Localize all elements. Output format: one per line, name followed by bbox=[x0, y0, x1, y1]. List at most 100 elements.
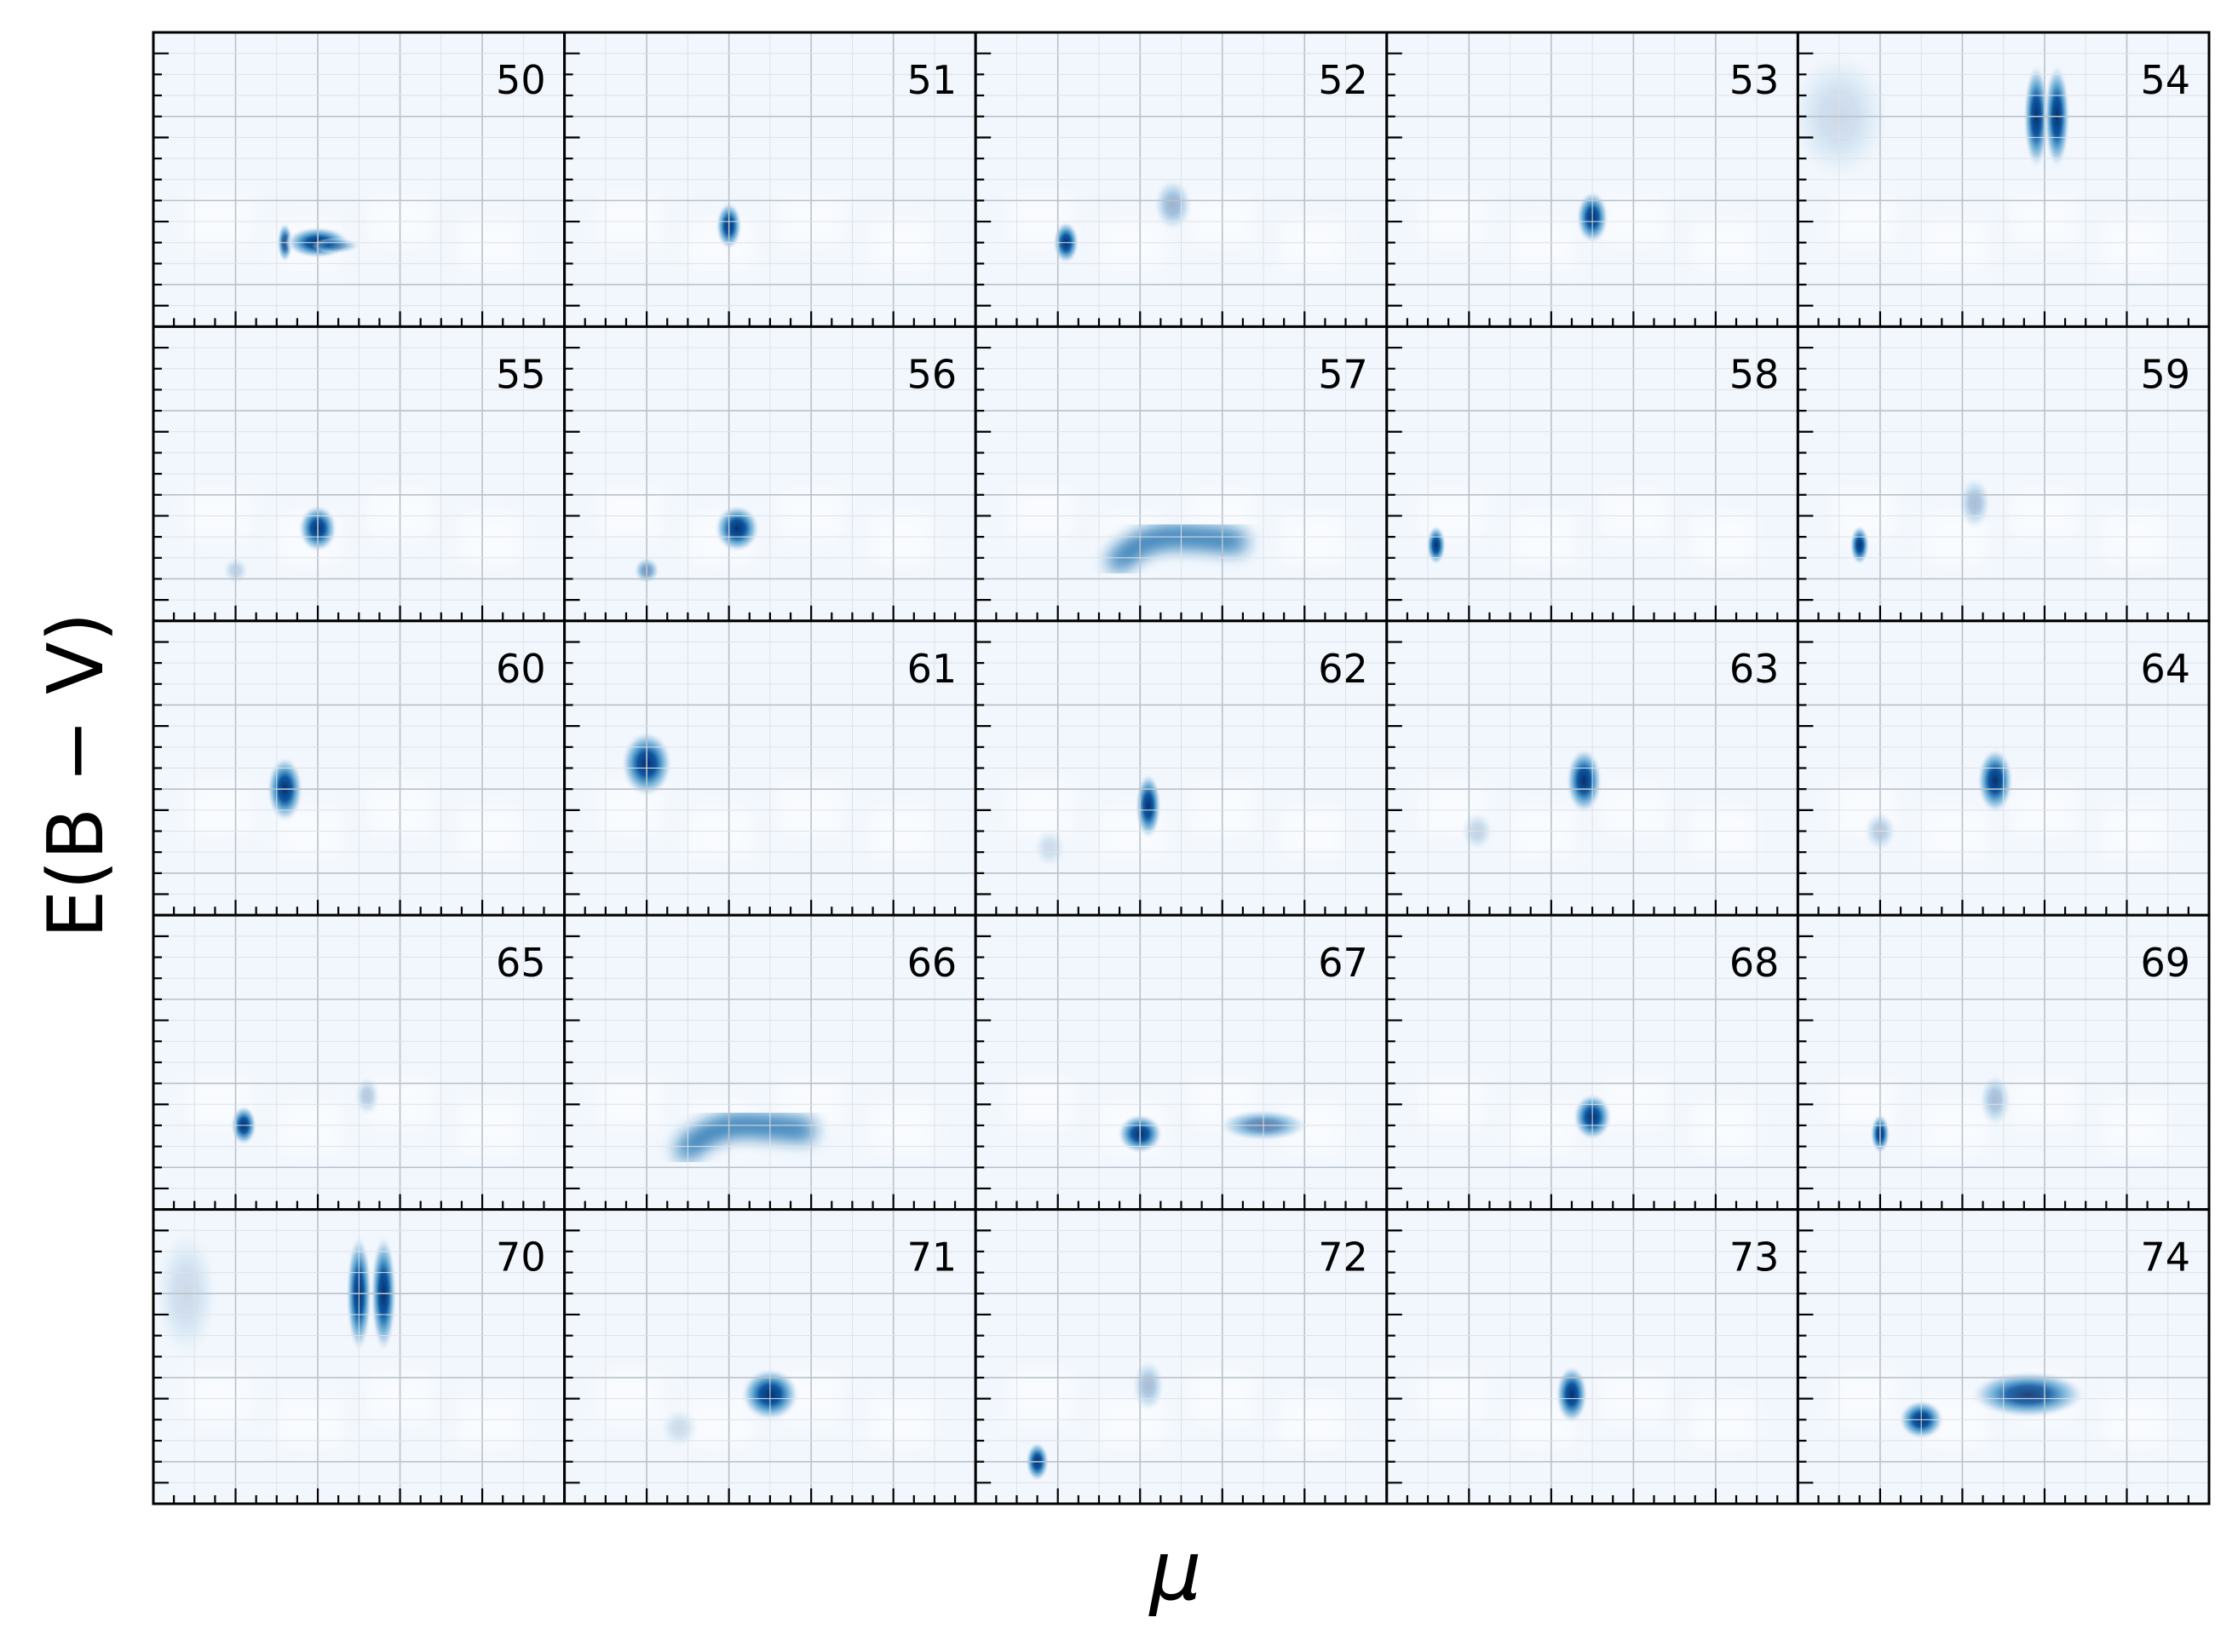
panel-number-label: 74 bbox=[2140, 1235, 2190, 1281]
panel-number-label: 61 bbox=[907, 646, 958, 692]
density-peak bbox=[1976, 746, 2014, 814]
panel-number-label: 62 bbox=[1318, 646, 1368, 692]
panel-50: 50 bbox=[152, 31, 567, 328]
density-texture bbox=[1690, 806, 1758, 860]
density-texture bbox=[2102, 512, 2168, 566]
density-texture bbox=[1831, 193, 1897, 248]
density-texture bbox=[186, 782, 252, 836]
density-texture bbox=[1419, 1077, 1486, 1131]
density-peak bbox=[714, 504, 761, 553]
density-texture bbox=[868, 1100, 935, 1154]
panel-63: 63 bbox=[1385, 619, 1799, 917]
density-peak bbox=[1153, 177, 1194, 232]
panel-number-label: 53 bbox=[1729, 57, 1780, 103]
panel-frame bbox=[1796, 1208, 2211, 1505]
density-texture bbox=[186, 193, 252, 248]
density-texture bbox=[1690, 1100, 1758, 1154]
panel-number-label: 66 bbox=[907, 940, 958, 986]
panel-61: 61 bbox=[563, 619, 977, 917]
density-peak bbox=[1565, 746, 1603, 814]
panel-number-label: 60 bbox=[496, 646, 546, 692]
density-peak bbox=[1135, 772, 1162, 840]
density-texture bbox=[1008, 1077, 1075, 1131]
panel-number-label: 56 bbox=[907, 351, 958, 397]
density-texture bbox=[597, 193, 664, 248]
panel-68: 68 bbox=[1385, 913, 1799, 1212]
panel-67: 67 bbox=[974, 913, 1389, 1212]
panel-69: 69 bbox=[1796, 913, 2211, 1212]
density-peak bbox=[1033, 827, 1067, 868]
density-texture bbox=[597, 488, 664, 542]
panel-70: 70 bbox=[152, 1208, 567, 1505]
panel-number-label: 65 bbox=[496, 940, 546, 986]
panel-62: 62 bbox=[974, 619, 1389, 917]
panel-number-label: 68 bbox=[1729, 940, 1780, 986]
density-texture bbox=[1280, 806, 1346, 860]
panel-51: 51 bbox=[563, 31, 977, 328]
density-texture bbox=[1510, 512, 1576, 566]
density-texture bbox=[1008, 1371, 1075, 1425]
density-texture bbox=[186, 1371, 252, 1425]
density-texture bbox=[1921, 217, 1988, 271]
panel-57: 57 bbox=[974, 325, 1389, 623]
panel-number-label: 64 bbox=[2140, 646, 2190, 692]
density-texture bbox=[1690, 1395, 1758, 1448]
density-texture bbox=[457, 217, 524, 271]
panel-number-label: 54 bbox=[2140, 57, 2190, 103]
x-axis-label: μ bbox=[1148, 1523, 1201, 1619]
density-texture bbox=[186, 488, 252, 542]
panel-number-label: 51 bbox=[907, 57, 958, 103]
density-texture bbox=[1280, 512, 1346, 566]
density-texture bbox=[868, 217, 935, 271]
panel-number-label: 63 bbox=[1729, 646, 1780, 692]
density-texture bbox=[1419, 1371, 1486, 1425]
density-peak bbox=[354, 1075, 381, 1117]
density-texture bbox=[597, 1077, 664, 1131]
density-texture bbox=[1831, 1371, 1897, 1425]
panel-number-label: 70 bbox=[496, 1235, 546, 1281]
density-peak bbox=[1969, 1370, 2088, 1419]
density-texture bbox=[457, 512, 524, 566]
density-texture bbox=[868, 806, 935, 860]
density-texture bbox=[1510, 1100, 1576, 1154]
density-peak bbox=[1426, 525, 1447, 566]
panel-72: 72 bbox=[974, 1208, 1389, 1505]
density-texture bbox=[2102, 806, 2168, 860]
panel-60: 60 bbox=[152, 619, 567, 917]
panel-number-label: 57 bbox=[1318, 351, 1368, 397]
density-peak bbox=[1978, 1073, 2012, 1127]
panel-73: 73 bbox=[1385, 1208, 1799, 1505]
density-peak bbox=[1850, 525, 1870, 566]
density-texture bbox=[276, 1100, 342, 1154]
panel-54: 54 bbox=[1796, 31, 2211, 328]
density-texture bbox=[2102, 1100, 2168, 1154]
density-texture bbox=[1419, 193, 1486, 248]
density-texture bbox=[868, 512, 935, 566]
panel-number-label: 59 bbox=[2140, 351, 2190, 397]
density-tail bbox=[311, 237, 361, 254]
density-peak bbox=[1555, 1364, 1589, 1425]
density-texture bbox=[457, 806, 524, 860]
panel-71: 71 bbox=[563, 1208, 977, 1505]
density-texture bbox=[1098, 217, 1165, 271]
y-axis-label: E(B − V) bbox=[32, 612, 121, 938]
density-texture bbox=[1690, 512, 1758, 566]
density-texture bbox=[1008, 782, 1075, 836]
panel-number-label: 71 bbox=[907, 1235, 958, 1281]
panel-65: 65 bbox=[152, 913, 567, 1212]
panel-number-label: 52 bbox=[1318, 57, 1368, 103]
density-texture bbox=[2102, 217, 2168, 271]
density-texture bbox=[1921, 806, 1988, 860]
density-texture bbox=[1280, 1395, 1346, 1448]
panel-number-label: 73 bbox=[1729, 1235, 1780, 1281]
panel-number-label: 72 bbox=[1318, 1235, 1368, 1281]
panel-grid: 50 51 52 53 54 55 56 57 58 59 60 61 62 63 64 65 66 67 68 69… bbox=[152, 31, 2211, 1505]
density-texture bbox=[2102, 1395, 2168, 1448]
density-peak bbox=[1958, 476, 1992, 531]
panel-59: 59 bbox=[1796, 325, 2211, 623]
panel-52: 52 bbox=[974, 31, 1389, 328]
panel-74: 74 bbox=[1796, 1208, 2211, 1505]
density-texture bbox=[1690, 217, 1758, 271]
panel-53: 53 bbox=[1385, 31, 1799, 328]
